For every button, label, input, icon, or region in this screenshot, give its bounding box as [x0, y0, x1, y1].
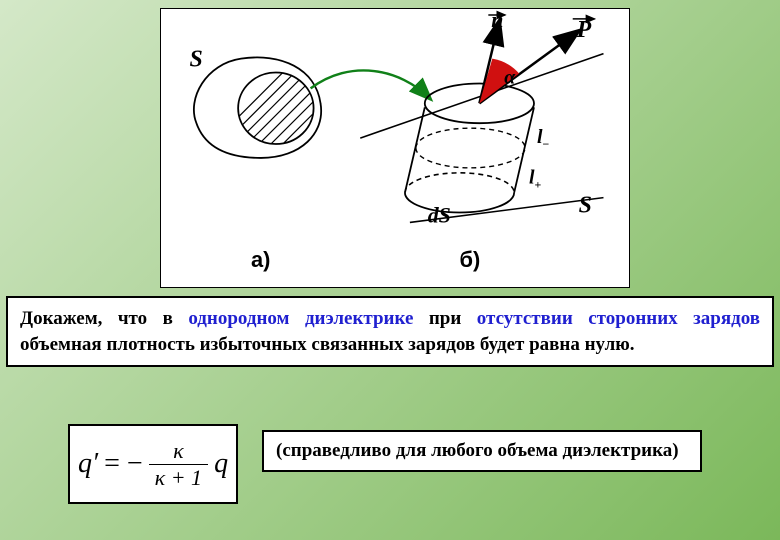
- label-l-minus: l−: [537, 126, 550, 151]
- label-P: P: [576, 17, 592, 43]
- formula-eq: = −: [104, 448, 143, 480]
- text-seg-2: однородном диэлектрике: [188, 308, 413, 329]
- text-seg-4: отсутствии сторонних зарядов: [477, 308, 760, 329]
- note-box: (справедливо для любого объема диэлектри…: [262, 430, 702, 472]
- label-n: n: [491, 9, 503, 32]
- panel-a: S: [189, 47, 350, 178]
- mapping-arrow: [311, 70, 430, 98]
- physics-diagram: S: [161, 9, 629, 287]
- text-seg-1: Докажем, что в: [20, 308, 188, 329]
- formula-den: κ + 1: [149, 464, 208, 489]
- formula-lhs: q′: [78, 448, 98, 480]
- formula-num: κ: [167, 440, 190, 464]
- note-text: (справедливо для любого объема диэлектри…: [276, 440, 688, 462]
- formula-fraction: κ κ + 1: [149, 440, 208, 489]
- label-S-left: S: [189, 47, 202, 73]
- formula-rhs: q: [214, 448, 228, 480]
- formula-box: q′ = − κ κ + 1 q: [68, 424, 238, 504]
- text-seg-5: объемная плотность избыточных связанных …: [20, 334, 635, 355]
- label-alpha: α: [504, 66, 516, 88]
- text-seg-3: при: [413, 308, 476, 329]
- caption-b: б): [460, 247, 481, 272]
- statement-text: Докажем, что в однородном диэлектрике пр…: [20, 306, 760, 357]
- label-S-right: S: [579, 193, 592, 219]
- panel-b: n P α l− l+ dS S: [360, 9, 603, 227]
- label-dS: dS: [428, 203, 451, 227]
- formula: q′ = − κ κ + 1 q: [78, 440, 228, 489]
- label-l-plus: l+: [529, 167, 542, 192]
- caption-a: а): [251, 247, 270, 272]
- statement-box: Докажем, что в однородном диэлектрике пр…: [6, 296, 774, 367]
- diagram-panel: S: [160, 8, 630, 288]
